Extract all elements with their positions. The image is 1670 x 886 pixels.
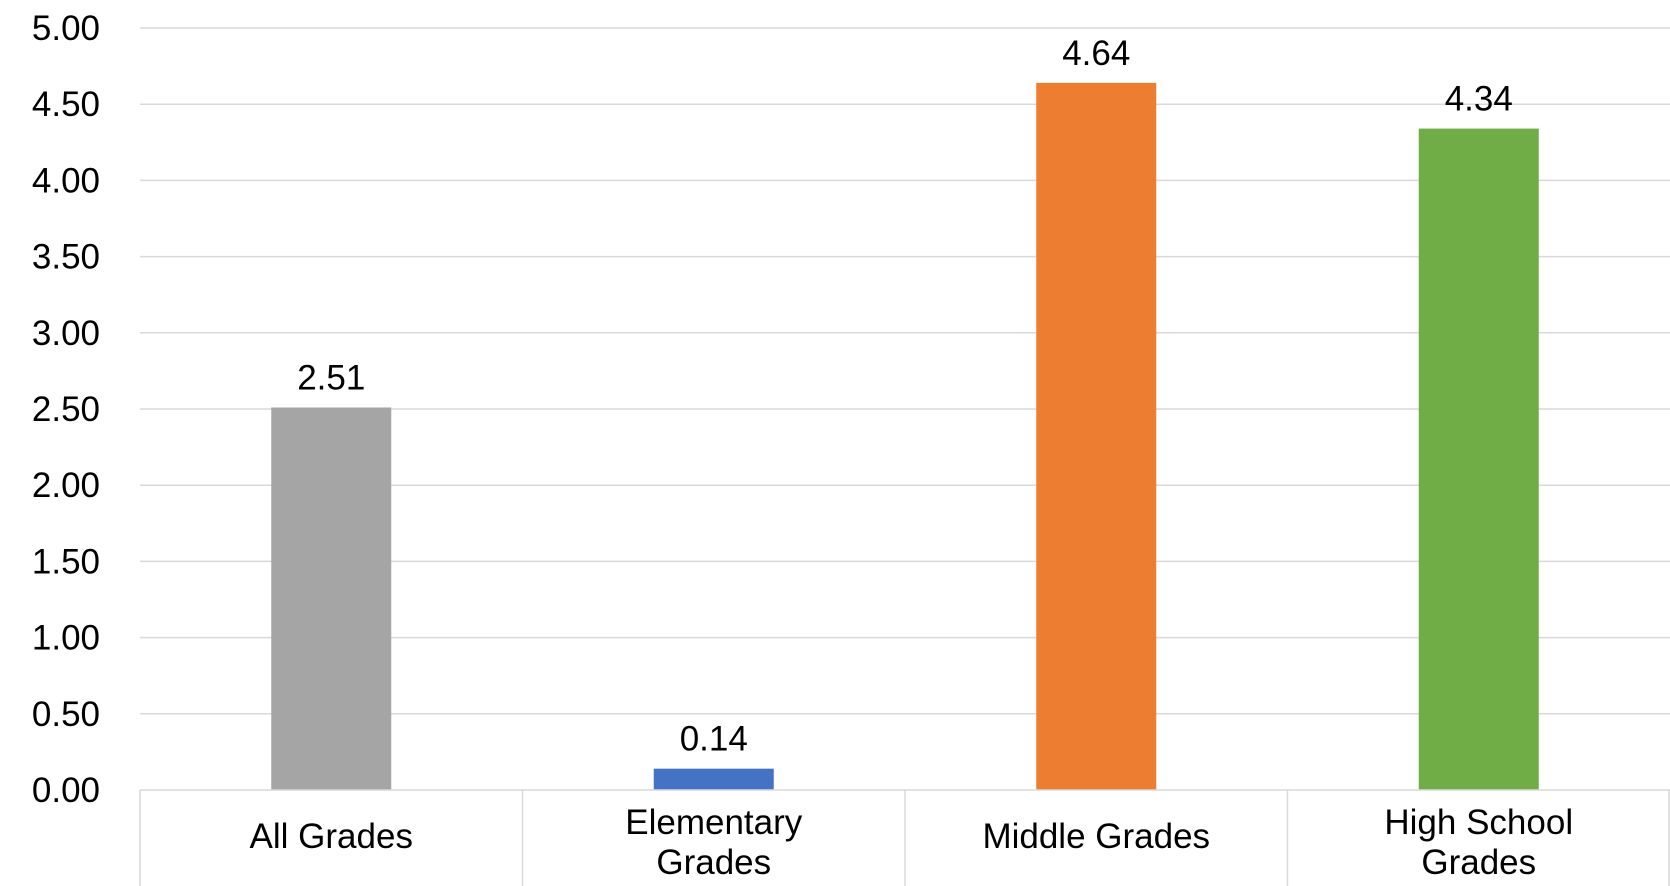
y-tick-label: 2.50 xyxy=(32,390,100,429)
data-label: 2.51 xyxy=(297,358,365,397)
category-label: Middle Grades xyxy=(982,817,1210,856)
category-label: Elementary Grades xyxy=(625,803,803,882)
y-tick-label: 0.00 xyxy=(32,771,100,810)
y-tick-label: 2.00 xyxy=(32,466,100,505)
data-labels: 2.51 0.14 4.64 4.34 xyxy=(297,34,1513,759)
bars xyxy=(271,82,1539,791)
y-tick-label: 3.50 xyxy=(32,238,100,277)
y-tick-label: 0.50 xyxy=(32,695,100,734)
bar xyxy=(1036,82,1157,790)
data-label: 4.64 xyxy=(1062,34,1130,73)
bar xyxy=(271,407,392,790)
category-label-line: Elementary xyxy=(625,803,803,842)
category-label-line: Grades xyxy=(1421,843,1536,882)
y-tick-label: 4.50 xyxy=(32,85,100,124)
bar xyxy=(1418,128,1539,791)
category-label: All Grades xyxy=(250,817,413,856)
category-label-line: Grades xyxy=(656,843,771,882)
data-label: 0.14 xyxy=(680,720,748,759)
y-axis-tick-labels: 0.00 0.50 1.00 1.50 2.00 2.50 3.00 3.50 4.00 4.50… xyxy=(32,9,100,810)
y-tick-label: 1.50 xyxy=(32,542,100,581)
data-label: 4.34 xyxy=(1445,80,1513,119)
y-tick-label: 5.00 xyxy=(32,9,100,48)
y-tick-label: 1.00 xyxy=(32,619,100,658)
y-tick-label: 3.00 xyxy=(32,314,100,353)
bar xyxy=(653,768,774,790)
category-label-line: All Grades xyxy=(250,817,413,856)
y-tick-label: 4.00 xyxy=(32,161,100,200)
category-axis xyxy=(139,789,1670,886)
gridlines xyxy=(140,27,1670,715)
category-label-line: High School xyxy=(1384,803,1573,842)
category-label: High School Grades xyxy=(1384,803,1573,882)
category-label-line: Middle Grades xyxy=(982,817,1210,856)
